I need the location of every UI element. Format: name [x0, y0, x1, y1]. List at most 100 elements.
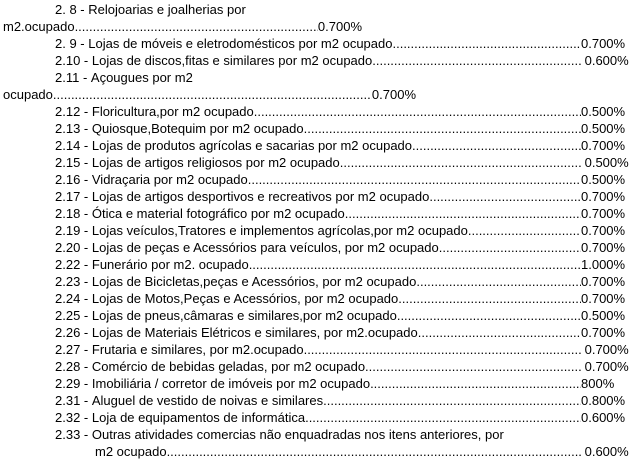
item-rate: 0.700% — [581, 359, 629, 374]
item-rate: 0.700% — [581, 274, 626, 289]
list-item: 2.20 - Lojas de peças e Acessórios para … — [0, 239, 639, 256]
item-separator: - — [76, 2, 89, 17]
item-label: Lojas de discos,fitas e similares por m2… — [91, 53, 373, 68]
item-separator: - — [80, 223, 92, 238]
item-code: 2.20 — [55, 240, 81, 255]
dot-leader — [416, 273, 581, 290]
item-rate: 0.700% — [581, 138, 626, 153]
dot-leader — [53, 86, 372, 103]
list-item-continuation: m2.ocupado 0.700% — [0, 18, 639, 35]
item-code: 2.33 — [55, 427, 81, 442]
dot-leader — [397, 307, 581, 324]
list-item: 2.26 - Lojas de Materiais Elétricos e si… — [0, 324, 639, 341]
item-code: 2.15 — [55, 155, 81, 170]
item-label: Lojas de móveis e eletrodomésticos por m… — [88, 36, 393, 51]
item-rate: 0.500% — [581, 172, 626, 187]
list-item: 2.33 - Outras atividades comercias não e… — [0, 426, 639, 443]
item-rate: 0.500% — [581, 104, 626, 119]
dot-leader — [412, 137, 581, 154]
list-item-continuation: m2 ocupado 0.600% — [0, 443, 639, 460]
item-code: 2.28 — [55, 359, 81, 374]
item-code: 2. 9 — [55, 36, 77, 51]
list-item: 2.19 - Lojas veículos,Tratores e impleme… — [0, 222, 639, 239]
item-code: 2.14 — [55, 138, 81, 153]
item-rate: 0.600% — [581, 444, 629, 459]
item-rate: 0.700% — [581, 36, 626, 51]
item-label-continuation: ocupado — [3, 87, 53, 102]
item-label: Lojas de artigos desportivos e recreativ… — [91, 189, 430, 204]
item-code: 2.23 — [55, 274, 81, 289]
item-separator: - — [80, 121, 92, 136]
item-separator: - — [80, 359, 92, 374]
item-label-continuation: m2 ocupado — [95, 444, 167, 459]
list-item: 2. 8 - Relojoarias e joalherias por — [0, 1, 639, 18]
item-code: 2.16 — [55, 172, 81, 187]
item-separator: - — [76, 36, 89, 51]
item-separator: - — [80, 240, 92, 255]
item-label: Lojas de peças e Acessórios para veículo… — [91, 240, 439, 255]
list-item: 2.15 - Lojas de artigos religiosos por m… — [0, 154, 639, 171]
dot-leader — [304, 341, 581, 358]
item-code: 2.24 — [55, 291, 81, 306]
item-label: Lojas de Bicicletas,peças e Acessórios, … — [91, 274, 417, 289]
item-code: 2.25 — [55, 308, 81, 323]
dot-leader — [365, 358, 581, 375]
item-code: 2.17 — [55, 189, 81, 204]
dot-leader — [249, 256, 581, 273]
item-separator: - — [80, 376, 92, 391]
item-label: Loja de equipamentos de informática — [91, 410, 306, 425]
list-item: 2.14 - Lojas de produtos agrícolas e sac… — [0, 137, 639, 154]
dot-leader — [323, 392, 581, 409]
item-separator: - — [80, 308, 92, 323]
list-item: 2.28 - Comércio de bebidas geladas, por … — [0, 358, 639, 375]
item-rate: 1.000% — [581, 257, 626, 272]
item-separator: - — [80, 393, 92, 408]
leader-group: m2.ocupado 0.700% — [3, 18, 362, 35]
list-item: 2.24 - Lojas de Motos,Peças e Acessórios… — [0, 290, 639, 307]
item-label: Comércio de bebidas geladas, por m2 ocup… — [91, 359, 366, 374]
dot-leader — [248, 171, 581, 188]
item-rate: 0.700% — [581, 291, 626, 306]
item-label: Lojas de artigos religiosos por m2 ocupa… — [91, 155, 340, 170]
list-item: 2.16 - Vidraçaria por m2 ocupado 0.500% — [0, 171, 639, 188]
list-item: 2.29 - Imobiliária / corretor de imóveis… — [0, 375, 639, 392]
item-label: Aluguel de vestido de noivas e similares — [91, 393, 324, 408]
item-label: Lojas de pneus,câmaras e similares,por m… — [91, 308, 397, 323]
item-code: 2.26 — [55, 325, 81, 340]
list-item: 2.22 - Funerário por m2. ocupado 1.000% — [0, 256, 639, 273]
item-label: Floricultura,por m2 ocupado — [91, 104, 254, 119]
item-label: Lojas de Motos,Peças e Acessórios, por m… — [91, 291, 399, 306]
leader-group: ocupado 0.700% — [3, 86, 416, 103]
item-label: Ótica e material fotográfico por m2 ocup… — [91, 206, 345, 221]
list-item: 2.27 - Frutaria e similares, por m2.ocup… — [0, 341, 639, 358]
item-rate: 0.700% — [371, 87, 416, 102]
item-label: Vidraçaria por m2 ocupado — [91, 172, 248, 187]
list-item: 2. 9 - Lojas de móveis e eletrodoméstico… — [0, 35, 639, 52]
item-label: Frutaria e similares, por m2.ocupado — [91, 342, 304, 357]
item-separator: - — [80, 172, 92, 187]
list-item: 2.18 - Ótica e material fotográfico por … — [0, 205, 639, 222]
dot-leader — [254, 103, 581, 120]
list-item: 2.17 - Lojas de artigos desportivos e re… — [0, 188, 639, 205]
item-label: Quiosque,Botequim por m2 ocupado — [91, 121, 304, 136]
item-code: 2. 8 — [55, 2, 77, 17]
item-separator: - — [80, 155, 92, 170]
dot-leader — [429, 188, 581, 205]
item-separator: - — [80, 291, 92, 306]
item-separator: - — [80, 274, 92, 289]
item-rate: 0.700% — [581, 223, 626, 238]
dot-leader — [398, 290, 581, 307]
dot-leader — [75, 18, 318, 35]
list-item: 2.32 - Loja de equipamentos de informáti… — [0, 409, 639, 426]
item-code: 2.10 — [55, 53, 81, 68]
dot-leader — [372, 52, 581, 69]
list-item: 2.31 - Aluguel de vestido de noivas e si… — [0, 392, 639, 409]
item-rate: 0.800% — [581, 393, 626, 408]
list-item-continuation: ocupado 0.700% — [0, 86, 639, 103]
list-item: 2.10 - Lojas de discos,fitas e similares… — [0, 52, 639, 69]
dot-leader — [370, 375, 581, 392]
item-rate: 0.600% — [581, 53, 629, 68]
item-rate: 0.700% — [581, 189, 626, 204]
dot-leader — [439, 239, 581, 256]
